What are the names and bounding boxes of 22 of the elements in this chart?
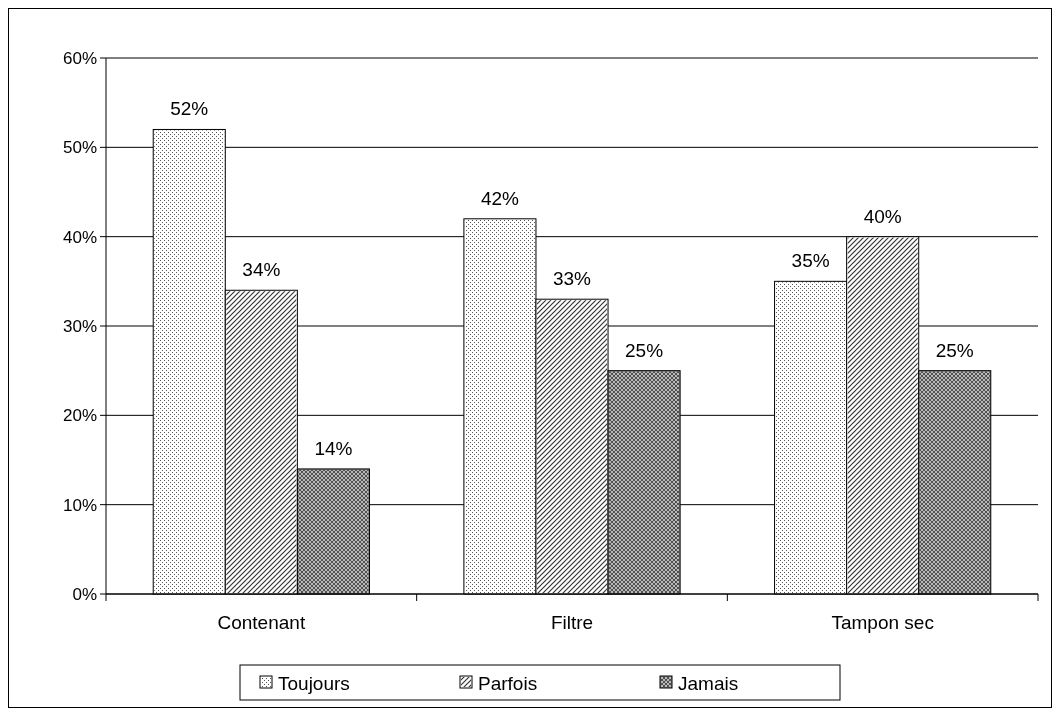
data-label: 33%: [552, 268, 592, 290]
y-tick-label: 40%: [62, 227, 97, 247]
legend-label: Jamais: [678, 672, 739, 694]
x-tick-label: Filtre: [550, 612, 594, 633]
y-tick-label: 0%: [72, 584, 97, 604]
y-tick-label: 30%: [62, 316, 97, 336]
data-label: 35%: [791, 250, 830, 272]
data-label: 34%: [242, 259, 281, 281]
legend-label: Toujours: [278, 672, 350, 694]
x-tick-label: Contenant: [217, 612, 306, 633]
data-label: 40%: [863, 205, 902, 227]
legend-label: Parfois: [478, 672, 538, 694]
data-label: 25%: [625, 339, 664, 361]
y-tick-label: 20%: [62, 406, 97, 426]
y-tick-label: 50%: [62, 138, 97, 158]
data-label: 52%: [170, 98, 209, 120]
data-label: 14%: [314, 437, 353, 459]
x-tick-label: Tampon sec: [831, 612, 934, 633]
y-tick-label: 60%: [62, 48, 97, 68]
data-label: 25%: [935, 339, 974, 361]
y-tick-label: 10%: [62, 495, 97, 515]
data-label: 42%: [480, 187, 520, 209]
